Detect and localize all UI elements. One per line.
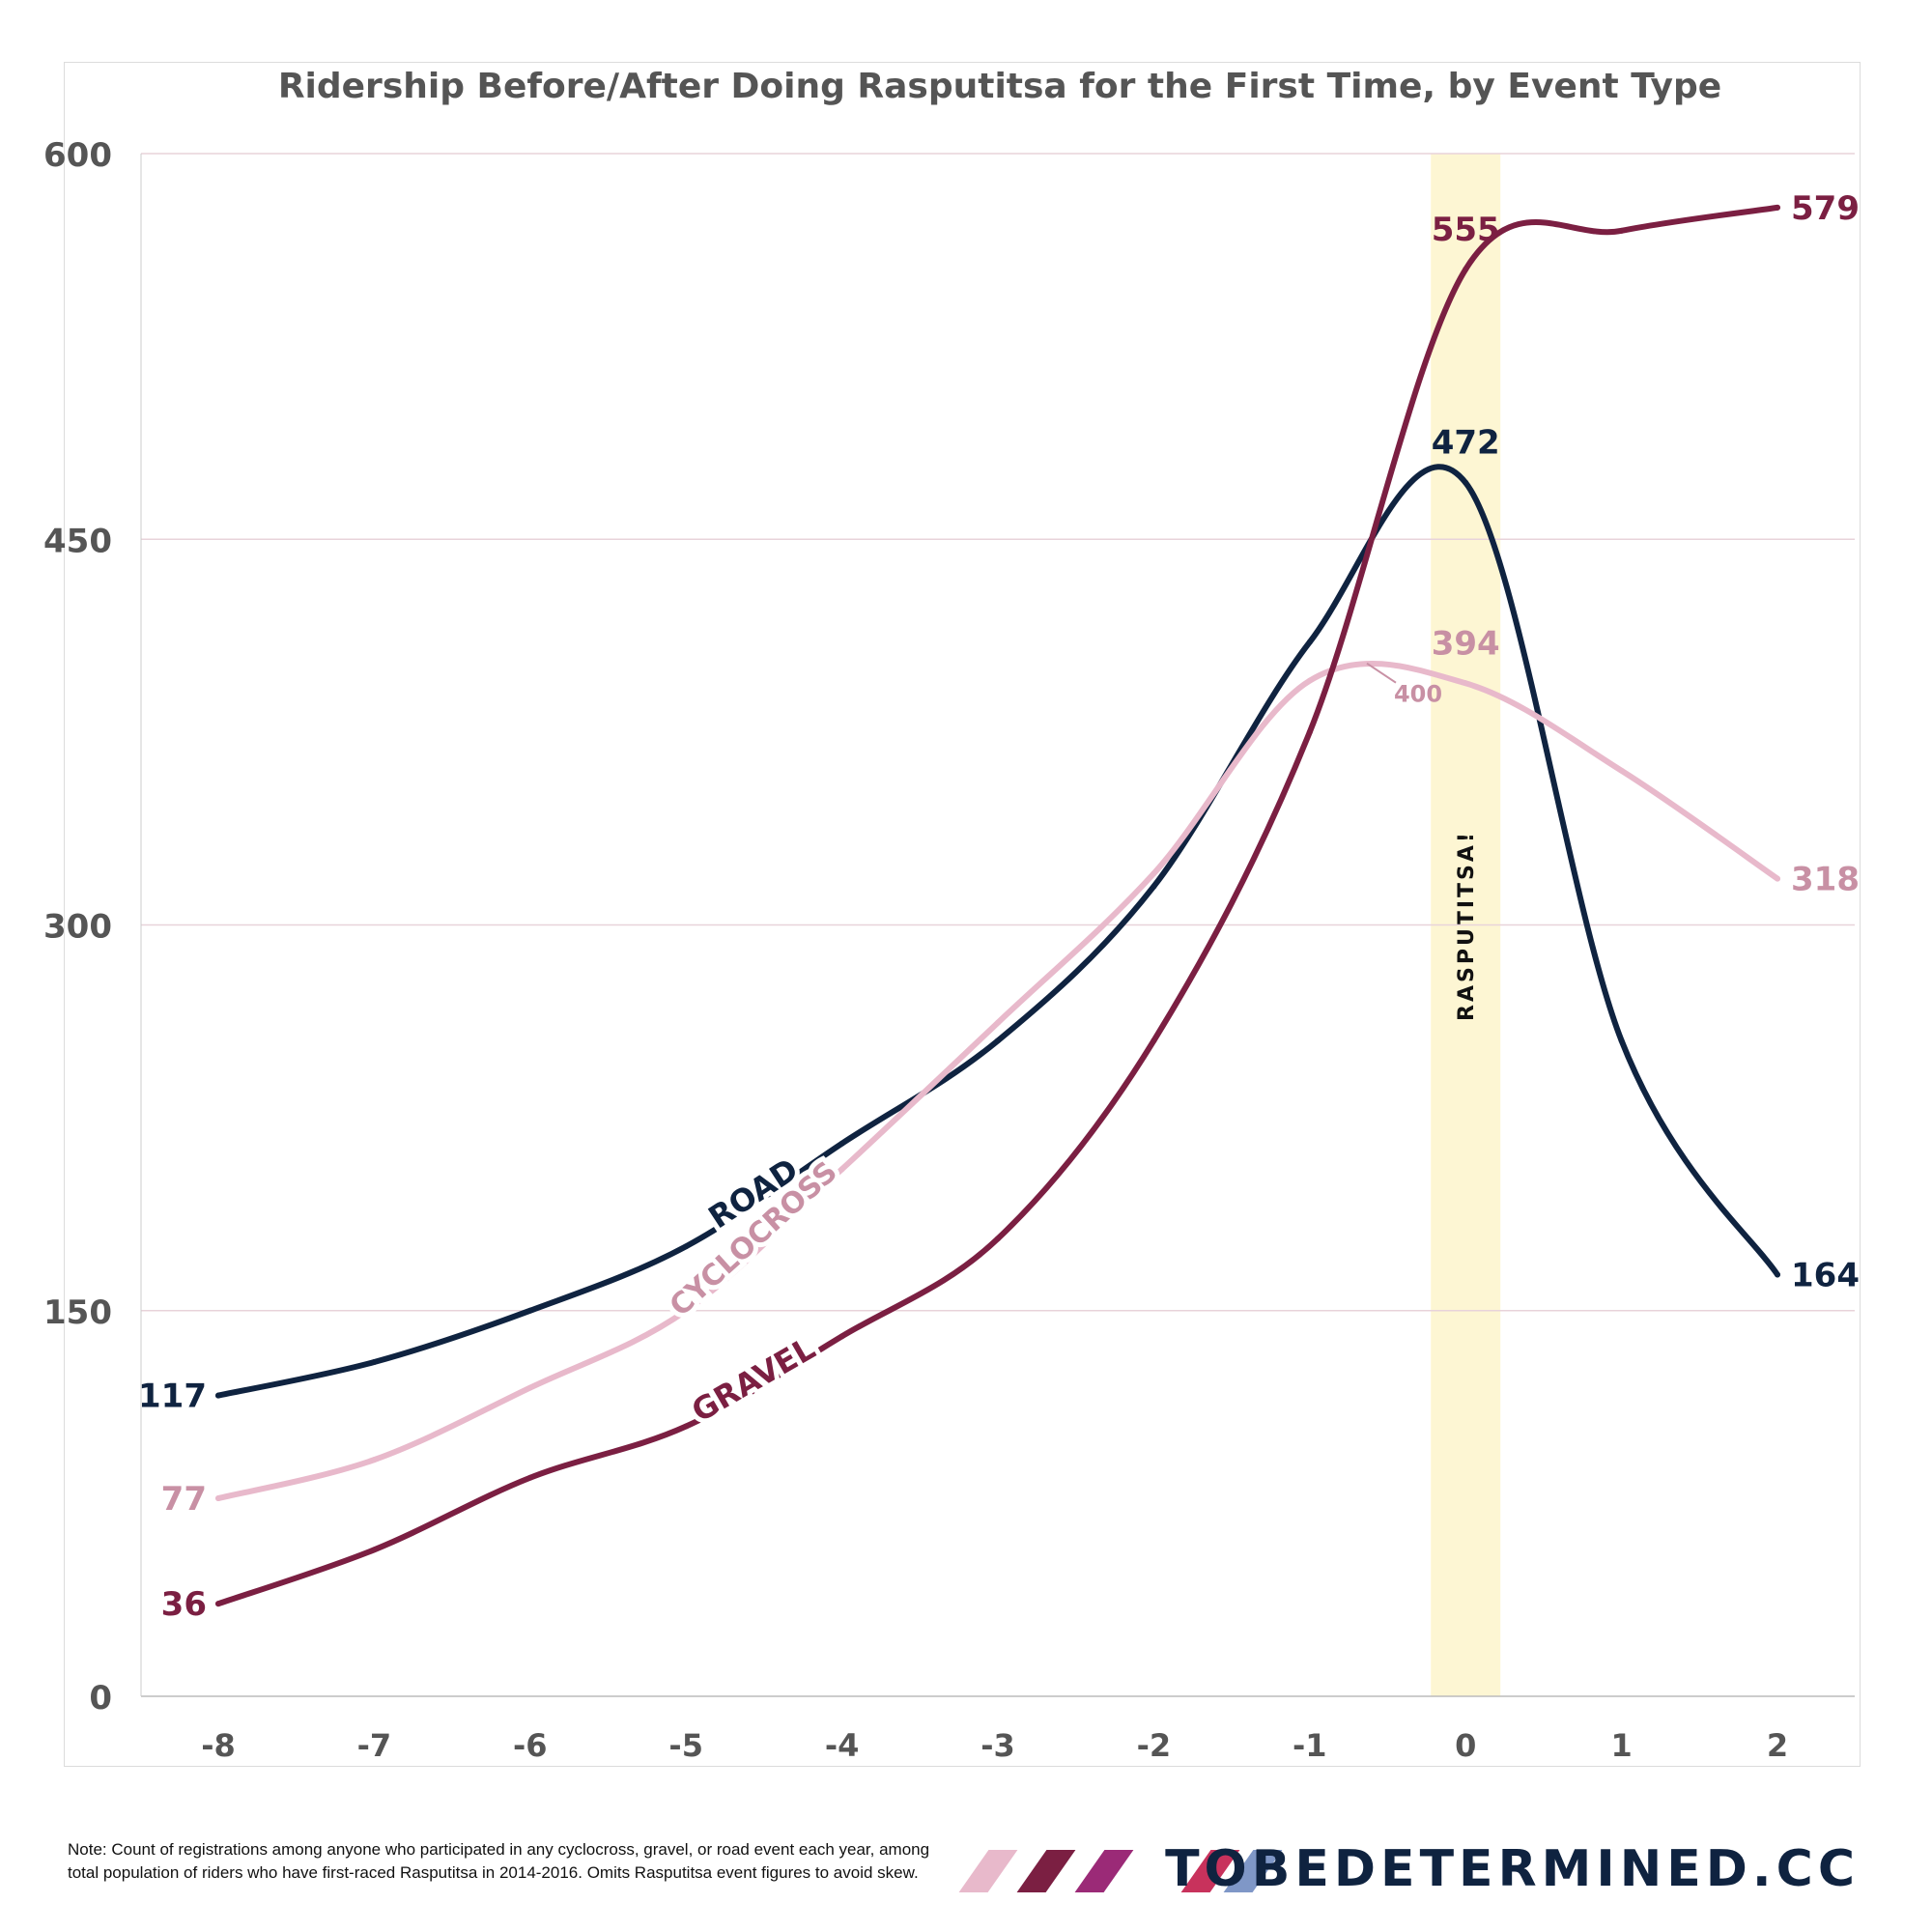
cyclocross-data-point: [1306, 677, 1313, 684]
y-tick-label: 600: [43, 136, 112, 175]
gravel-data-point: [215, 1601, 221, 1607]
road-peak-label: 472: [1432, 424, 1500, 463]
x-tick-label: -7: [357, 1727, 392, 1764]
brand-name[interactable]: TOBEDETERMINED.CC: [1165, 1840, 1860, 1898]
cyclocross-data-point: [526, 1384, 533, 1391]
gravel-series-line: [215, 204, 1780, 1607]
cyclocross-max-label: 400: [1394, 681, 1442, 708]
gravel-data-point: [526, 1474, 533, 1481]
road-data-point: [838, 1140, 845, 1147]
x-tick-label: -1: [1293, 1727, 1327, 1764]
x-tick-label: -6: [513, 1727, 548, 1764]
cyclocross-data-point: [838, 1166, 845, 1173]
x-tick-label: 2: [1767, 1727, 1788, 1764]
road-data-point: [1151, 883, 1157, 890]
x-tick-label: -3: [980, 1727, 1015, 1764]
x-tick-label: -5: [668, 1727, 703, 1764]
gravel-end-label: 579: [1791, 189, 1860, 228]
cyclocross-data-point: [371, 1457, 378, 1463]
road-data-point: [1618, 1037, 1625, 1044]
brand-slash-icon: [1016, 1850, 1076, 1892]
brand-slash-icon: [1074, 1850, 1134, 1892]
cyclocross-series-line: [215, 661, 1780, 1502]
gravel-start-label: 36: [161, 1585, 207, 1624]
gravel-data-point: [371, 1547, 378, 1553]
road-series-line: [215, 464, 1780, 1399]
road-data-point: [1463, 479, 1469, 486]
road-data-point: [683, 1243, 690, 1250]
gravel-data-point: [1463, 266, 1469, 272]
cyclocross-data-point: [1618, 767, 1625, 774]
road-start-label: 117: [138, 1378, 207, 1416]
cyclocross-data-point: [1151, 870, 1157, 877]
y-tick-label: 300: [43, 908, 112, 947]
gravel-series-label: GRAVEL: [686, 1330, 822, 1430]
gravel-data-point: [1618, 227, 1625, 234]
chart-title: Ridership Before/After Doing Rasputitsa …: [278, 67, 1721, 106]
x-tick-label: 0: [1455, 1727, 1476, 1764]
road-data-point: [995, 1037, 1001, 1044]
brand-slash-icon: [958, 1850, 1018, 1892]
gravel-data-point: [683, 1423, 690, 1430]
road-data-point: [1775, 1271, 1780, 1278]
road-data-point: [526, 1307, 533, 1314]
brand-logo[interactable]: TOBEDETERMINED.CC: [956, 1840, 1860, 1898]
cyclocross-data-point: [215, 1495, 221, 1502]
road-data-point: [1306, 639, 1313, 645]
chart-frame: [64, 62, 1861, 1767]
y-tick-label: 0: [89, 1679, 112, 1718]
cyclocross-data-point: [1463, 680, 1469, 687]
gravel-data-point: [1775, 204, 1780, 211]
cyclocross-start-label: 77: [161, 1480, 207, 1519]
gravel-data-point: [995, 1236, 1001, 1242]
road-data-point: [371, 1358, 378, 1365]
cyclocross-end-label: 318: [1791, 861, 1860, 899]
x-tick-label: 1: [1610, 1727, 1632, 1764]
cyclocross-data-point: [683, 1307, 690, 1314]
cyclocross-data-point: [995, 1019, 1001, 1026]
footnote: Note: Count of registrations among anyon…: [68, 1840, 930, 1882]
cyclocross-peak-label: 394: [1432, 624, 1500, 663]
x-tick-label: -2: [1137, 1727, 1172, 1764]
gravel-peak-label: 555: [1432, 211, 1500, 249]
gravel-data-point: [838, 1333, 845, 1340]
cyclocross-max-leader: [1366, 662, 1397, 684]
y-tick-label: 150: [43, 1293, 112, 1332]
road-data-point: [215, 1392, 221, 1399]
gravel-data-point: [1151, 1037, 1157, 1044]
y-tick-label: 450: [43, 522, 112, 560]
x-tick-label: -4: [825, 1727, 860, 1764]
gravel-data-point: [1306, 728, 1313, 735]
cyclocross-data-point: [1775, 875, 1780, 882]
x-tick-label: -8: [201, 1727, 236, 1764]
road-end-label: 164: [1791, 1256, 1860, 1294]
